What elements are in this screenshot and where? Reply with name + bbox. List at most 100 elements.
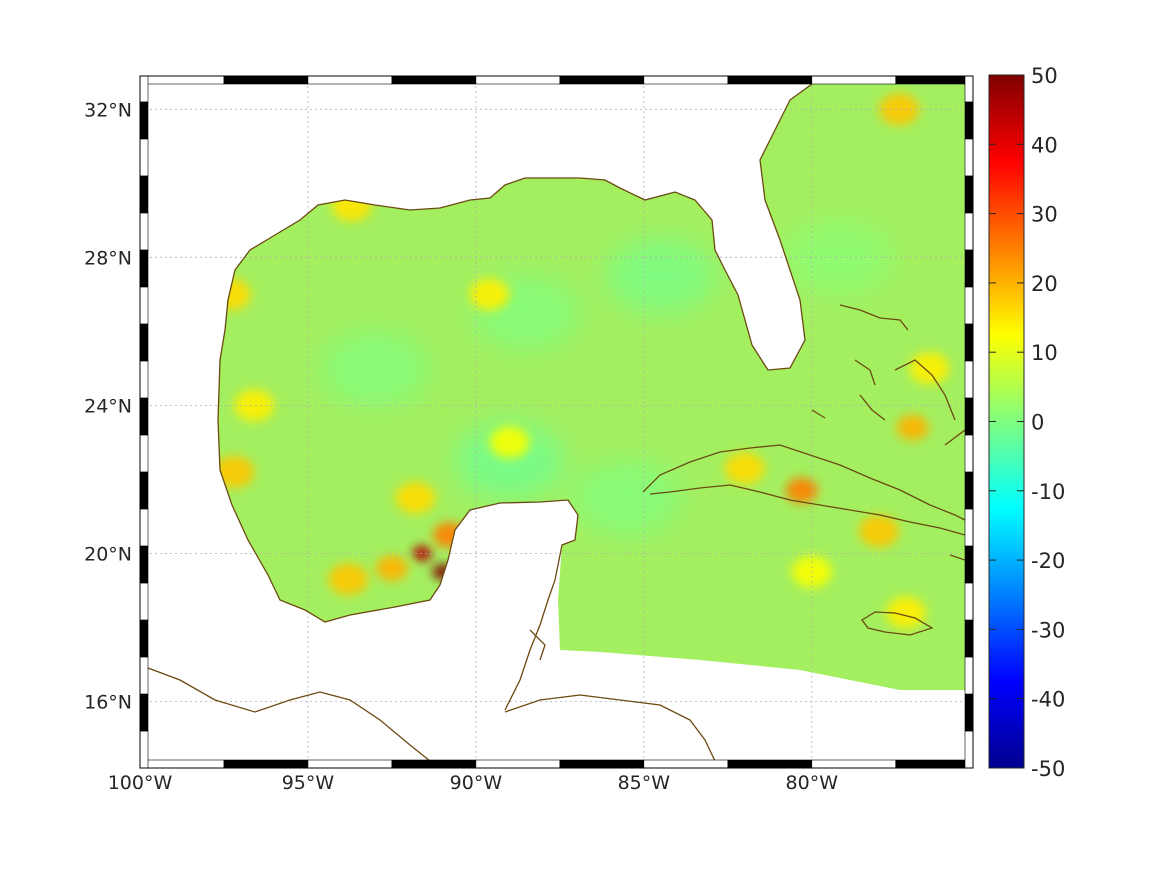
frame-segment [895,759,974,769]
frame-segment [139,75,225,85]
anomaly-blob [331,189,372,222]
anomaly-blob [783,219,894,296]
latitude-tick-label: 20°N [84,543,132,565]
field-background [218,84,965,690]
frame-segment [964,75,974,103]
frame-segment [223,759,309,769]
colorbar-ticks: 50 40 30 20 10 0 -10 -20 -30 -40 -50 [989,64,1065,781]
anomaly-blob [375,555,408,581]
colorbar-tick-label: 30 [1031,203,1058,227]
frame-segment [139,138,149,177]
frame-segment [964,212,974,251]
map-frame [139,75,974,769]
honduras-coastline [504,694,716,761]
frame-outline [139,75,974,769]
frame-segment [139,75,149,103]
colorbar-tick-label: -10 [1031,480,1065,504]
anomaly-blob [395,481,436,514]
frame-segment [139,471,149,510]
frame-segment [139,582,149,621]
colorbar-tick-label: -20 [1031,549,1065,573]
frame-segment [964,545,974,584]
hispaniola-coastline [944,429,965,561]
frame-segment [475,75,561,85]
anomaly-blob [879,93,920,126]
anomaly-blob [909,352,950,385]
frame-segment [643,75,729,85]
anomaly-blob [412,545,433,562]
frame-segment [307,759,393,769]
frame-segment [964,175,974,214]
frame-segment [964,619,974,658]
anomaly-blob [433,522,466,548]
frame-segment [139,286,149,325]
longitude-tick-label: 90°W [450,772,503,794]
longitude-tick-label: 85°W [618,772,671,794]
frame-segment [964,656,974,695]
frame-segment [139,397,149,436]
colorbar-tick-label: 10 [1031,341,1058,365]
frame-segment [223,75,309,85]
latitude-tick-label: 24°N [84,395,132,417]
frame-segment [964,249,974,288]
yucatan-islands [529,629,546,661]
frame-segment [391,759,477,769]
frame-segment [964,582,974,621]
frame-segment [139,759,225,769]
longitude-tick-label: 95°W [282,772,335,794]
frame-segment [139,619,149,658]
frame-segment [964,471,974,510]
frame-segment [139,730,149,769]
anomaly-blob [469,278,510,311]
frame-segment [559,75,645,85]
frame-segment [964,397,974,436]
frame-segment [811,75,897,85]
frame-segment [964,101,974,140]
frame-segment [964,730,974,769]
frame-segment [895,75,974,85]
frame-segment [964,434,974,473]
frame-segment [139,434,149,473]
anomaly-blob [328,563,369,596]
map-grid [148,84,965,761]
colorbar-tick-label: 40 [1031,133,1058,157]
frame-segment [964,286,974,325]
anomaly-blob [885,596,926,629]
frame-segment [727,759,813,769]
anomaly-blob [724,452,765,485]
latitude-tick-label: 16°N [84,691,132,713]
coastlines [148,84,965,761]
bahamas-islands [811,304,956,421]
cuba-coastline [642,444,965,536]
central-america-coastline [148,667,431,761]
frame-segment [139,545,149,584]
frame-segment [811,759,897,769]
frame-segment [727,75,813,85]
anomaly-blob [234,389,275,422]
anomaly-blob [605,237,716,314]
frame-segment [139,508,149,547]
anomaly-blob [454,422,565,499]
frame-segment [475,759,561,769]
latitude-tick-label: 32°N [84,99,132,121]
frame-segment [139,360,149,399]
longitude-tick-label: 80°W [786,772,839,794]
latitude-tick-label: 28°N [84,247,132,269]
latitude-labels: 16°N 20°N 24°N 28°N 32°N [84,99,132,713]
anomaly-blob [320,330,431,407]
colorbar-tick-label: -50 [1031,757,1065,781]
longitude-labels: 100°W 95°W 90°W 85°W 80°W [108,772,838,794]
frame-segment [139,249,149,288]
frame-segment [139,175,149,214]
frame-segment [964,508,974,547]
anomaly-blob [218,278,251,311]
frame-segment [139,212,149,251]
colorbar-tick-label: -40 [1031,688,1065,712]
anomaly-blob [896,414,929,441]
anomaly-blob [489,426,530,459]
sea-surface-field [218,84,965,690]
anomaly-blob [785,477,818,504]
colorbar-tick-label: 0 [1031,411,1044,435]
gulf-coastline [217,84,813,711]
